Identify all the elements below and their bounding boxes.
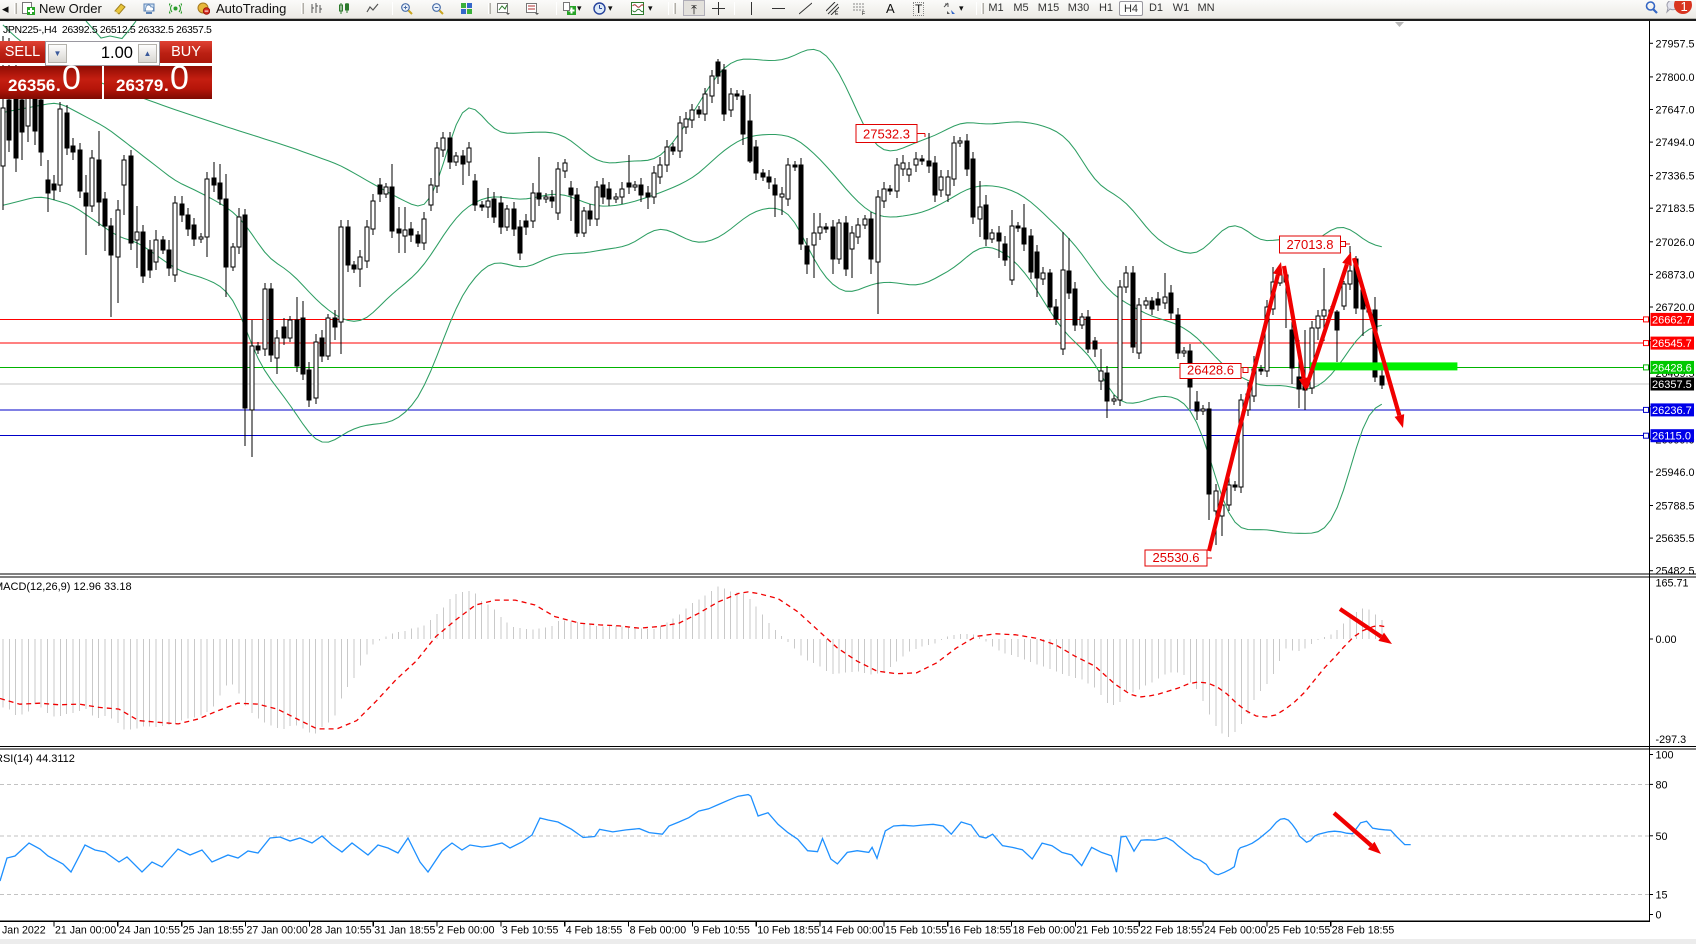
svg-text:100: 100 [1656,750,1674,762]
svg-text:26115.0: 26115.0 [1652,431,1691,443]
svg-text:27532.3: 27532.3 [863,127,910,142]
svg-text:27494.0: 27494.0 [1656,137,1695,149]
svg-text:25635.5: 25635.5 [1656,533,1695,545]
svg-text:26428.6: 26428.6 [1652,362,1692,374]
svg-text:27957.5: 27957.5 [1656,38,1695,50]
svg-text:27647.0: 27647.0 [1656,105,1695,117]
svg-text:18 Feb 00:00: 18 Feb 00:00 [1013,925,1076,937]
svg-text:31 Jan 18:55: 31 Jan 18:55 [374,925,435,937]
svg-text:9 Feb 10:55: 9 Feb 10:55 [693,925,750,937]
svg-text:28 Jan 10:55: 28 Jan 10:55 [310,925,371,937]
svg-text:15: 15 [1656,890,1668,902]
svg-text:26545.7: 26545.7 [1652,338,1692,350]
svg-text:MACD(12,26,9) 12.96 33.18: MACD(12,26,9) 12.96 33.18 [0,581,132,593]
svg-text:26662.7: 26662.7 [1652,314,1692,326]
svg-text:F: F [862,11,865,15]
svg-text:0.00: 0.00 [1656,634,1677,646]
svg-text:80: 80 [1656,779,1668,791]
svg-text:25530.6: 25530.6 [1153,550,1200,565]
svg-text:3 Feb 10:55: 3 Feb 10:55 [502,925,559,937]
svg-text:27013.8: 27013.8 [1287,237,1334,252]
svg-text:27183.5: 27183.5 [1656,203,1695,215]
svg-text:24 Jan 10:55: 24 Jan 10:55 [119,925,180,937]
svg-text:21 Jan 00:00: 21 Jan 00:00 [55,925,116,937]
svg-text:15 Feb 10:55: 15 Feb 10:55 [885,925,948,937]
svg-text:21 Feb 10:55: 21 Feb 10:55 [1076,925,1139,937]
svg-text:16 Feb 18:55: 16 Feb 18:55 [949,925,1012,937]
svg-text:27026.0: 27026.0 [1656,237,1695,249]
svg-text:27 Jan 00:00: 27 Jan 00:00 [247,925,308,937]
svg-text:26873.0: 26873.0 [1656,269,1695,281]
svg-text:10 Feb 18:55: 10 Feb 18:55 [757,925,820,937]
svg-text:26357.5: 26357.5 [1652,379,1692,391]
svg-text:RSI(14) 44.3112: RSI(14) 44.3112 [0,753,75,765]
svg-text:27336.5: 27336.5 [1656,171,1695,183]
svg-text:25482.5: 25482.5 [1656,566,1695,578]
svg-text:165.71: 165.71 [1656,578,1689,590]
svg-text:-297.3: -297.3 [1656,734,1687,746]
svg-text:24 Feb 00:00: 24 Feb 00:00 [1204,925,1267,937]
svg-text:1: 1 [1681,1,1688,14]
svg-text:27800.0: 27800.0 [1656,72,1695,84]
svg-text:22 Feb 18:55: 22 Feb 18:55 [1140,925,1203,937]
svg-text:4 Feb 18:55: 4 Feb 18:55 [566,925,623,937]
svg-text:26236.7: 26236.7 [1652,405,1692,417]
svg-text:25 Jan 18:55: 25 Jan 18:55 [183,925,244,937]
svg-text:25946.0: 25946.0 [1656,467,1695,479]
svg-text:Jan 2022: Jan 2022 [2,925,46,937]
svg-text:2 Feb 00:00: 2 Feb 00:00 [438,925,495,937]
svg-text:28 Feb 18:55: 28 Feb 18:55 [1332,925,1395,937]
svg-text:50: 50 [1656,831,1668,843]
svg-text:25 Feb 10:55: 25 Feb 10:55 [1268,925,1331,937]
svg-text:26428.6: 26428.6 [1187,363,1234,378]
svg-text:25788.5: 25788.5 [1656,501,1695,513]
svg-text:14 Feb 00:00: 14 Feb 00:00 [821,925,884,937]
svg-text:26720.0: 26720.0 [1656,302,1695,314]
svg-text:8 Feb 00:00: 8 Feb 00:00 [630,925,687,937]
svg-text:0: 0 [1656,910,1662,922]
svg-text:E: E [835,11,839,15]
